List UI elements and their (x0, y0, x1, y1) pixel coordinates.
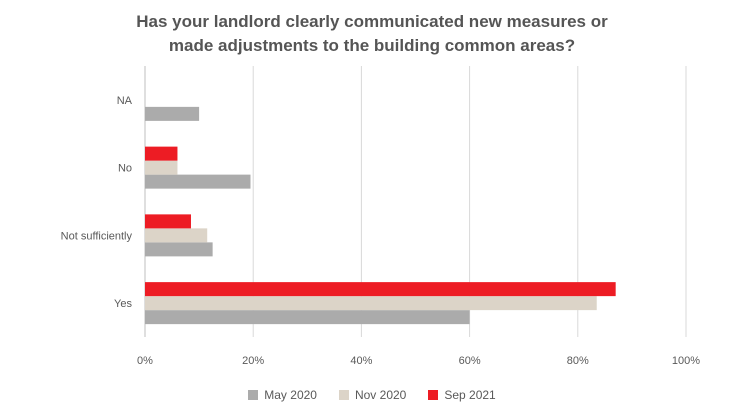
bar-no-may-2020 (145, 174, 251, 189)
x-tick-label-100: 100% (672, 355, 700, 367)
x-tick-label-80: 80% (567, 355, 589, 367)
x-tick-label-0: 0% (137, 355, 153, 367)
bar-not-sufficiently-nov-2020 (145, 228, 208, 243)
legend-swatch-nov-2020 (338, 390, 349, 400)
x-tick-label-40: 40% (350, 355, 372, 367)
category-labels: NA No Not sufficiently Yes (61, 95, 133, 310)
x-tick-label-60: 60% (459, 355, 481, 367)
x-tick-label-20: 20% (242, 355, 264, 367)
legend-label-may-2020: May 2020 (264, 388, 317, 402)
bar-yes-sep-2021 (145, 282, 616, 297)
chart-title: Has your landlord clearly communicated n… (0, 10, 744, 58)
bar-yes-may-2020 (145, 310, 470, 325)
legend-label-sep-2021: Sep 2021 (444, 388, 496, 402)
legend-swatch-sep-2021 (428, 390, 439, 400)
x-tick-labels: 0% 20% 40% 60% 80% 100% (137, 355, 700, 367)
chart-title-line-2: made adjustments to the building common … (168, 36, 576, 55)
legend-item-may-2020: May 2020 (248, 388, 317, 402)
category-label-yes: Yes (114, 298, 132, 310)
bar-not-sufficiently-may-2020 (145, 242, 213, 257)
bar-no-nov-2020 (145, 160, 178, 175)
bar-na-may-2020 (145, 106, 200, 121)
bar-not-sufficiently-sep-2021 (145, 214, 191, 229)
legend-swatch-may-2020 (248, 390, 259, 400)
category-label-not-sufficiently: Not sufficiently (61, 230, 133, 242)
legend-item-nov-2020: Nov 2020 (338, 388, 407, 402)
category-label-na: NA (117, 95, 133, 107)
bars (145, 106, 616, 325)
bar-no-sep-2021 (145, 146, 178, 161)
legend-label-nov-2020: Nov 2020 (354, 388, 407, 402)
legend-item-sep-2021: Sep 2021 (428, 388, 496, 402)
legend: May 2020 Nov 2020 Sep 2021 (0, 388, 744, 402)
category-label-no: No (118, 163, 132, 175)
chart-title-line-1: Has your landlord clearly communicated n… (136, 12, 608, 31)
bar-yes-nov-2020 (145, 296, 597, 311)
